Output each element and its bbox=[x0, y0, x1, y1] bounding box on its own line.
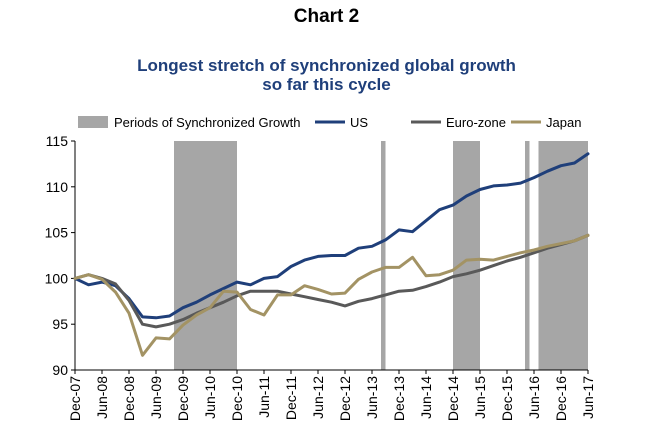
x-tick-label: Jun-17 bbox=[580, 376, 596, 419]
series-line-japan bbox=[73, 233, 590, 357]
x-tick-label: Dec-15 bbox=[499, 376, 515, 421]
x-tick-label: Dec-10 bbox=[229, 376, 245, 421]
y-tick-label: 115 bbox=[46, 133, 69, 149]
x-tick-label: Jun-11 bbox=[256, 376, 272, 418]
x-tick-label: Jun-08 bbox=[94, 376, 110, 419]
x-tick-label: Dec-11 bbox=[283, 376, 299, 420]
x-tick-label: Dec-12 bbox=[337, 376, 353, 421]
x-tick-label: Jun-13 bbox=[364, 376, 380, 419]
x-tick-label: Dec-07 bbox=[67, 376, 83, 421]
legend-label-us: US bbox=[350, 115, 368, 130]
x-tick-label: Dec-08 bbox=[121, 376, 137, 421]
shaded-period-3 bbox=[453, 141, 480, 370]
y-tick-label: 105 bbox=[45, 225, 69, 241]
axes: 90 95 100 105 110 115 Dec-07 Jun-08 Dec-08 Jun-09… bbox=[45, 133, 596, 421]
chart-subtitle: so far this cycle bbox=[262, 75, 391, 94]
y-tick-label: 95 bbox=[52, 316, 68, 332]
legend: Periods of Synchronized Growth US Euro-zon… bbox=[78, 115, 581, 130]
x-tick-label: Dec-14 bbox=[445, 376, 461, 421]
legend-label-japan: Japan bbox=[546, 115, 581, 130]
legend-label-euro-zone: Euro-zone bbox=[446, 115, 506, 130]
x-tick-label: Dec-13 bbox=[391, 376, 407, 421]
shaded-period-5 bbox=[538, 141, 588, 370]
shaded-period-1 bbox=[174, 141, 237, 370]
shaded-periods bbox=[174, 141, 588, 370]
x-tick-label: Dec-09 bbox=[175, 376, 191, 421]
chart-title: Longest stretch of synchronized global g… bbox=[137, 56, 516, 75]
y-tick-label: 90 bbox=[52, 362, 68, 378]
legend-swatch-shaded bbox=[78, 116, 108, 128]
x-tick-label: Dec-16 bbox=[553, 376, 569, 421]
x-tick-label: Jun-09 bbox=[148, 376, 164, 419]
y-tick-label: 100 bbox=[45, 270, 69, 286]
x-tick-label: Jun-12 bbox=[310, 376, 326, 419]
x-tick-label: Jun-10 bbox=[202, 376, 218, 419]
shaded-period-2 bbox=[381, 141, 386, 370]
legend-label-shaded: Periods of Synchronized Growth bbox=[114, 115, 300, 130]
series-line-us bbox=[73, 152, 590, 320]
chart-label: Chart 2 bbox=[293, 6, 360, 27]
chart-title-block: Longest stretch of synchronized global g… bbox=[0, 56, 653, 94]
series-lines bbox=[73, 152, 590, 357]
x-tick-label: Jun-15 bbox=[472, 376, 488, 419]
y-tick-label: 110 bbox=[46, 179, 69, 195]
x-tick-label: Jun-14 bbox=[418, 376, 434, 419]
x-tick-label: Jun-16 bbox=[526, 376, 542, 419]
series-line-euro-zone bbox=[73, 233, 590, 329]
